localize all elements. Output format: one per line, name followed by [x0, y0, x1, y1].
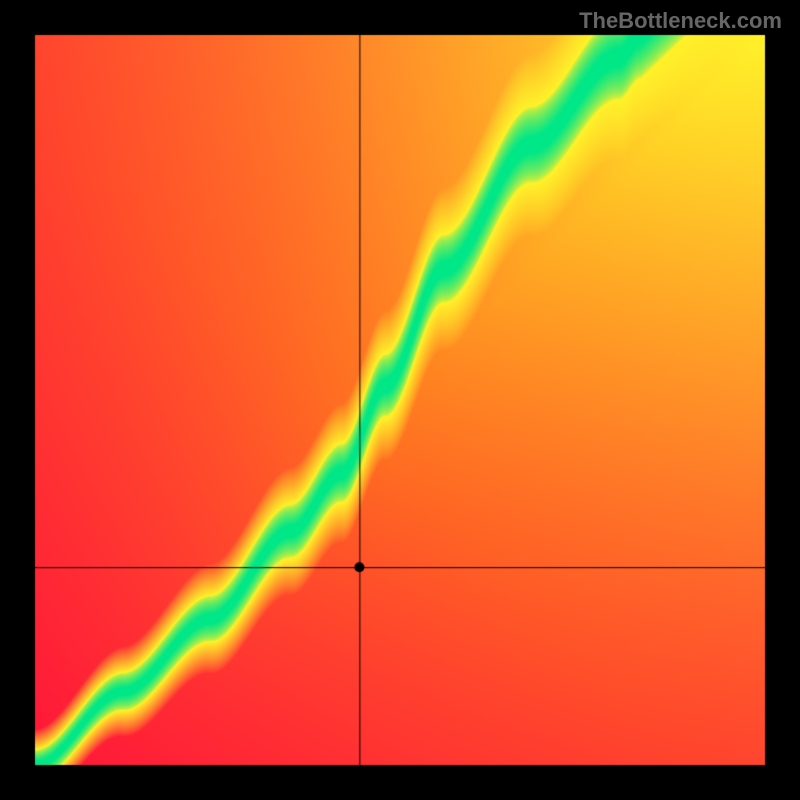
bottleneck-heatmap: [0, 0, 800, 800]
chart-container: TheBottleneck.com: [0, 0, 800, 800]
watermark-text: TheBottleneck.com: [579, 8, 782, 34]
